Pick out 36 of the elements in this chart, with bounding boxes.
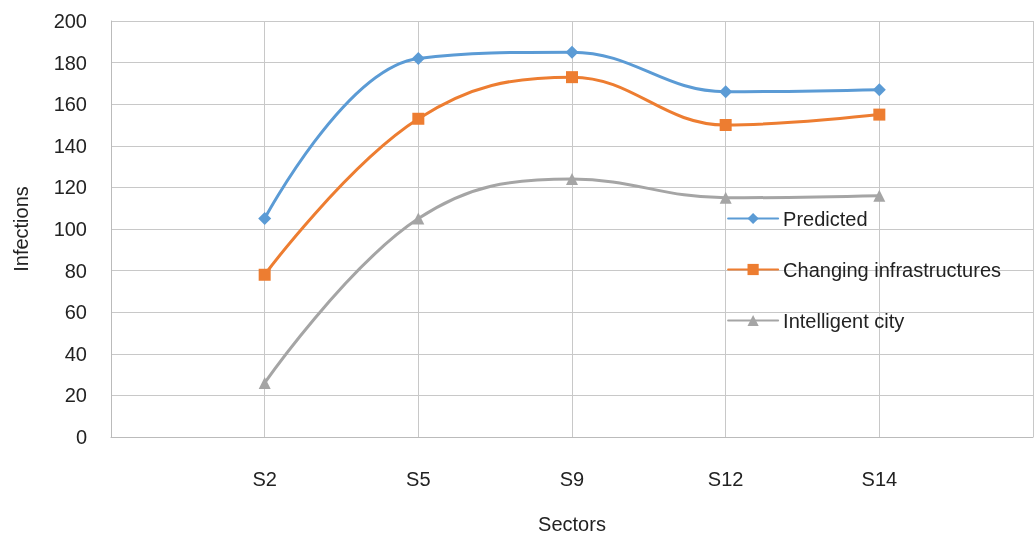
point: [412, 112, 425, 125]
y-tick-label: 160: [53, 93, 87, 116]
point: [566, 71, 578, 84]
point: [873, 108, 886, 121]
point: [719, 191, 732, 204]
legend-label: Changing infrastructures: [783, 258, 1001, 281]
point: [258, 212, 272, 226]
y-tick-label: 120: [53, 176, 87, 199]
y-tick-label: 140: [53, 134, 87, 157]
x-tick-label: S14: [861, 468, 898, 490]
x-tick-label: S2: [252, 468, 277, 490]
point: [411, 51, 425, 65]
point: [258, 268, 271, 281]
y-tick-label: 60: [64, 301, 87, 324]
point: [412, 212, 425, 225]
point: [719, 85, 733, 99]
x-tick-label: S12: [707, 468, 744, 490]
y-tick-label: 80: [64, 259, 87, 282]
y-axis-title: Infections: [10, 186, 32, 272]
point: [872, 83, 886, 97]
x-axis-title: Sectors: [538, 513, 606, 535]
y-tick-label: 40: [64, 342, 87, 365]
y-tick-label: 100: [53, 218, 87, 240]
point: [873, 189, 886, 202]
y-tick-label: 180: [53, 51, 87, 74]
y-tick-label: 0: [75, 426, 87, 448]
legend-label: Predicted: [783, 207, 868, 230]
point: [258, 376, 271, 389]
point: [566, 173, 578, 186]
y-tick-label: 20: [64, 384, 87, 407]
x-tick-label: S5: [406, 468, 431, 490]
legend-label: Intelligent city: [783, 309, 905, 332]
x-tick-label: S9: [559, 468, 585, 490]
point: [565, 45, 579, 59]
point: [719, 119, 732, 131]
y-tick-label: 200: [53, 10, 87, 32]
